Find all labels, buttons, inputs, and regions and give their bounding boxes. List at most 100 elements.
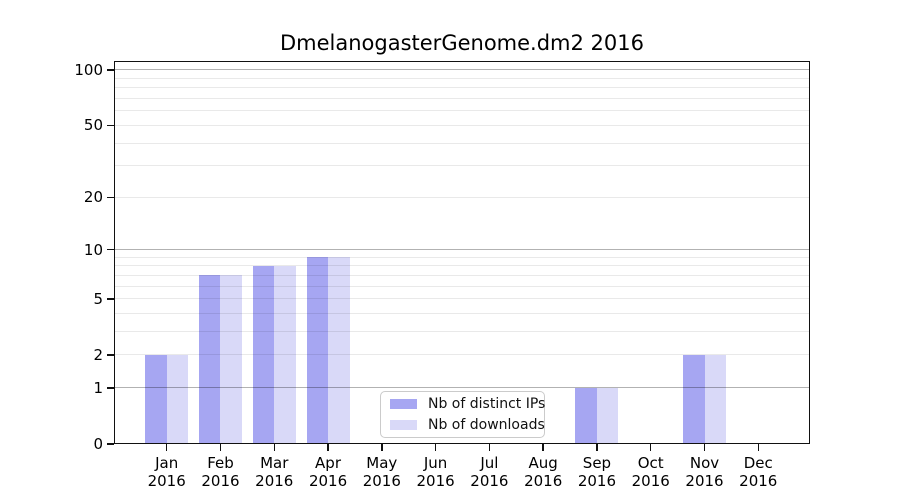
x-label-year: 2016 (524, 472, 563, 490)
x-tick-label-jan: Jan 2016 (135, 454, 199, 490)
x-tick-label-aug: Aug 2016 (511, 454, 575, 490)
y-tick-label-50: 50 (83, 116, 103, 135)
gridline-minor (114, 298, 810, 300)
gridline-minor (114, 98, 810, 100)
x-tick-mark-mar (273, 444, 275, 451)
y-tick-mark-20 (107, 196, 114, 199)
bar-nov-nb-of-distinct-ips (683, 354, 705, 444)
x-tick-mark-may (381, 444, 383, 451)
x-label-year: 2016 (416, 472, 455, 490)
legend-label: Nb of distinct IPs (428, 396, 546, 412)
x-label-year: 2016 (255, 472, 294, 490)
x-tick-label-may: May 2016 (350, 454, 414, 490)
legend-item-nb-of-distinct-ips: Nb of distinct IPs (390, 396, 545, 412)
x-tick-mark-jan (165, 444, 168, 451)
gridline-major (114, 249, 810, 251)
x-label-month: Dec (743, 454, 773, 472)
bar-feb-nb-of-downloads (220, 275, 242, 444)
bar-jan-nb-of-distinct-ips (145, 354, 167, 444)
legend-swatch-nb-of-downloads (390, 420, 417, 430)
y-tick-label-10: 10 (83, 240, 103, 259)
legend-label: Nb of downloads (428, 417, 545, 433)
x-label-year: 2016 (362, 472, 401, 490)
y-tick-label-100: 100 (74, 60, 103, 79)
gridline-minor (114, 110, 810, 112)
y-tick-mark-10 (107, 248, 114, 251)
x-tick-mark-aug (542, 444, 544, 451)
gridline-minor (114, 313, 810, 315)
bar-feb-nb-of-distinct-ips (198, 275, 221, 444)
y-tick-mark-100 (107, 69, 114, 71)
x-tick-label-jul: Jul 2016 (457, 454, 521, 490)
x-label-year: 2016 (201, 472, 240, 490)
bar-apr-nb-of-downloads (328, 257, 350, 444)
gridline-minor (114, 196, 810, 198)
bar-sep-nb-of-distinct-ips (575, 387, 597, 444)
x-label-year: 2016 (308, 472, 348, 490)
x-label-month: Jul (480, 454, 499, 472)
x-label-month: Oct (637, 454, 664, 472)
bar-mar-nb-of-distinct-ips (252, 265, 275, 444)
x-label-year: 2016 (685, 472, 724, 490)
x-tick-label-oct: Oct 2016 (619, 454, 683, 490)
x-tick-label-feb: Feb 2016 (188, 454, 252, 490)
gridline-minor (114, 331, 810, 333)
x-tick-label-nov: Nov 2016 (673, 454, 737, 490)
x-label-year: 2016 (739, 472, 778, 490)
x-tick-mark-jul (488, 444, 491, 451)
bar-mar-nb-of-downloads (274, 265, 296, 444)
y-tick-mark-1 (107, 387, 114, 389)
x-label-year: 2016 (147, 472, 186, 490)
gridline-minor (114, 274, 810, 276)
x-label-month: Nov (689, 454, 720, 472)
gridline-minor (114, 77, 810, 79)
y-tick-mark-2 (107, 354, 114, 356)
bar-sep-nb-of-downloads (596, 387, 619, 444)
x-label-month: Jun (423, 454, 448, 472)
x-tick-mark-feb (219, 444, 222, 451)
x-label-month: Mar (260, 454, 289, 472)
y-tick-label-20: 20 (83, 188, 103, 207)
gridline-minor (114, 256, 810, 258)
chart-title: DmelanogasterGenome.dm2 2016 (279, 31, 644, 55)
x-tick-label-apr: Apr 2016 (296, 454, 360, 490)
x-label-month: Jan (155, 454, 179, 472)
x-tick-label-mar: Mar 2016 (242, 454, 306, 490)
x-tick-label-sep: Sep 2016 (565, 454, 629, 490)
legend-item-nb-of-downloads: Nb of downloads (390, 417, 545, 433)
legend-swatch-nb-of-distinct-ips (390, 399, 417, 409)
x-label-year: 2016 (470, 472, 509, 490)
gridline-minor (114, 265, 810, 267)
y-tick-mark-0 (107, 443, 114, 445)
x-tick-label-jun: Jun 2016 (404, 454, 468, 490)
y-tick-label-2: 2 (93, 345, 103, 364)
x-tick-mark-apr (327, 444, 329, 451)
x-tick-mark-nov (703, 444, 706, 451)
x-label-year: 2016 (631, 472, 670, 490)
gridline-minor (114, 124, 810, 126)
gridline-minor (114, 87, 810, 89)
x-label-month: Sep (582, 454, 612, 472)
gridline-minor (114, 354, 810, 356)
x-label-month: May (366, 454, 398, 472)
gridline-minor (114, 165, 810, 167)
x-tick-label-dec: Dec 2016 (726, 454, 790, 490)
legend: Nb of distinct IPs Nb of downloads (380, 391, 545, 438)
x-tick-mark-sep (596, 444, 598, 451)
gridline-major (114, 387, 810, 389)
y-tick-mark-5 (107, 298, 114, 300)
y-tick-label-5: 5 (93, 289, 103, 308)
x-tick-mark-oct (649, 444, 652, 451)
gridline-minor (114, 142, 810, 144)
x-label-month: Apr (315, 454, 341, 472)
x-tick-mark-dec (757, 444, 760, 451)
x-label-month: Aug (528, 454, 558, 472)
bar-jan-nb-of-downloads (166, 354, 189, 444)
x-label-month: Feb (207, 454, 234, 472)
gridline-major (114, 69, 810, 71)
gridline-minor (114, 285, 810, 287)
bar-nov-nb-of-downloads (704, 354, 726, 444)
y-tick-label-1: 1 (93, 378, 103, 397)
